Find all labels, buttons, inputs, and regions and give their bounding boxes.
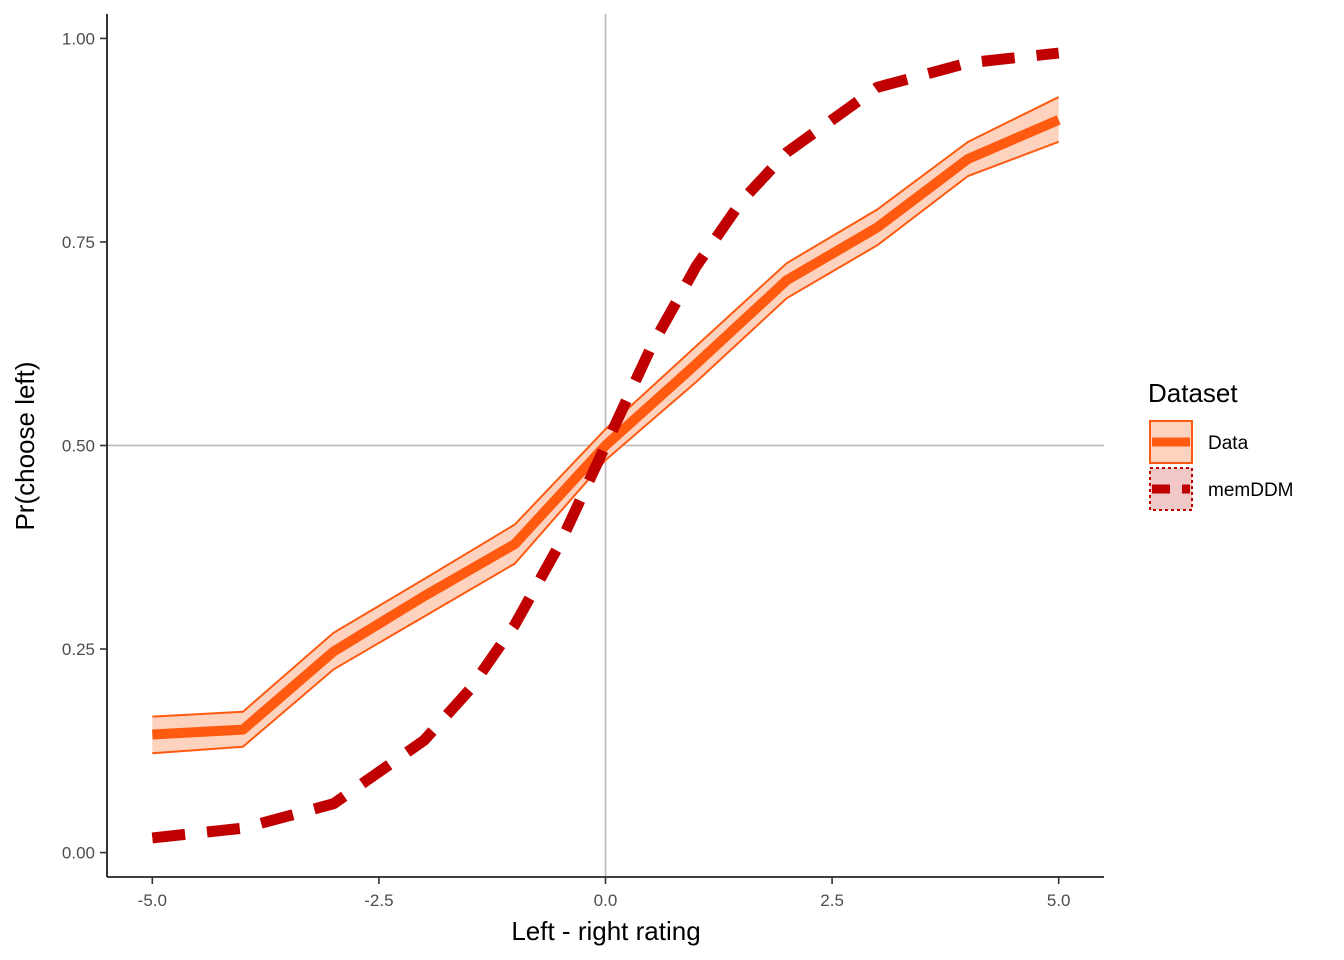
- legend-title: Dataset: [1148, 378, 1238, 408]
- x-tick-label: 5.0: [1047, 891, 1071, 910]
- ribbon-upper-data: [152, 96, 1060, 718]
- x-tick-label: 2.5: [820, 891, 844, 910]
- x-tick-label: -2.5: [364, 891, 393, 910]
- legend: Dataset Data memDDM: [1148, 378, 1294, 511]
- y-tick-label: 0.50: [62, 437, 95, 456]
- x-tick-label: 0.0: [594, 891, 618, 910]
- x-axis-title: Left - right rating: [511, 916, 700, 946]
- series-line-data: [152, 115, 1061, 740]
- legend-key-memddm: [1149, 467, 1193, 511]
- x-tick-label: -5.0: [138, 891, 167, 910]
- y-tick-label: 0.75: [62, 233, 95, 252]
- legend-label-data: Data: [1208, 433, 1249, 454]
- ribbon-data: [152, 97, 1059, 754]
- plot-area: [151, 47, 1061, 844]
- y-tick-label: 1.00: [62, 29, 95, 48]
- y-axis-title: Pr(choose left): [10, 361, 40, 530]
- y-tick-label: 0.25: [62, 640, 95, 659]
- ribbon-lower-data: [152, 140, 1060, 755]
- legend-key-data: [1149, 420, 1193, 464]
- ticks: -5.0 -2.5 0.0 2.5 5.0 0.00 0.25 0.50 0.75 1.00: [62, 29, 1071, 910]
- series-line-memddm: [151, 47, 1060, 844]
- y-tick-label: 0.00: [62, 844, 95, 863]
- legend-label-memddm: memDDM: [1208, 480, 1294, 501]
